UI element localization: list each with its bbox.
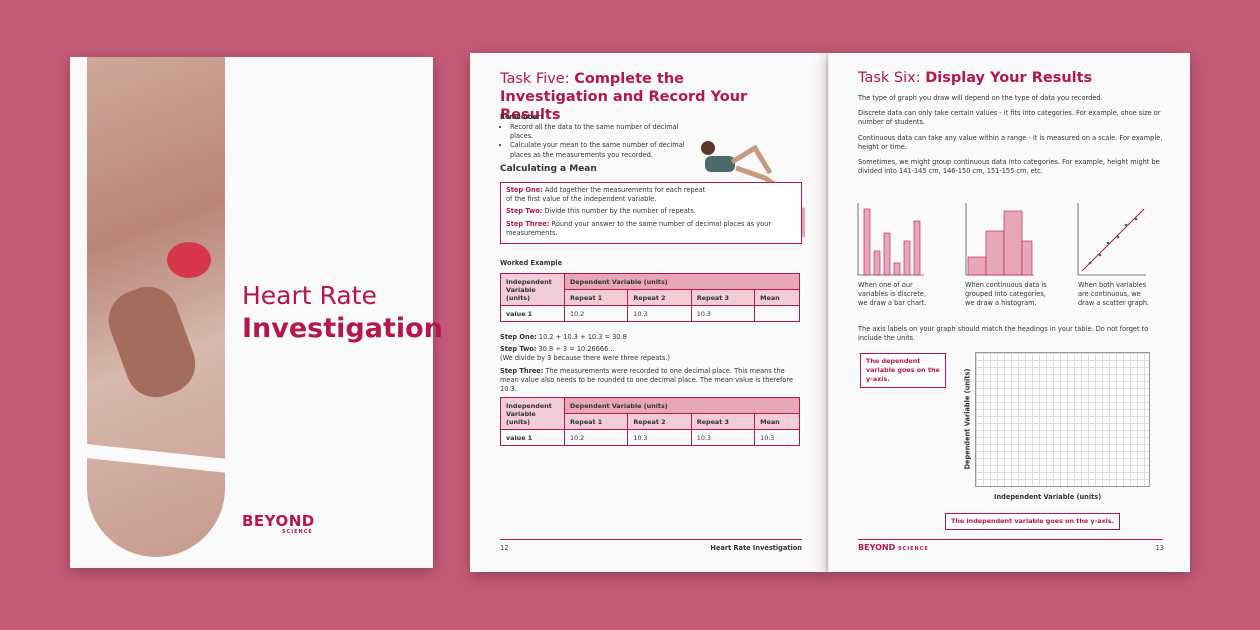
working: Step One: 10.2 + 10.3 + 10.3 = 30.8 Step…	[500, 333, 802, 394]
paragraph: Discrete data can only take certain valu…	[858, 109, 1161, 127]
logo-sub: SCIENCE	[282, 529, 313, 535]
step-text: Round your answer to the same number of …	[506, 219, 772, 237]
logo: BEYOND	[858, 543, 896, 552]
step-text: Add together the measurements for each r…	[506, 186, 706, 204]
heading: Task Six: Display Your Results	[858, 70, 1092, 86]
logo: BEYOND	[242, 512, 315, 530]
left-page: Task Five: Complete the Investigation an…	[470, 53, 828, 572]
bullets: Record all the data to the same number o…	[500, 123, 700, 160]
cell: 10.3	[690, 429, 756, 446]
caption: When both variables are continuous, we d…	[1078, 281, 1150, 308]
footer-logo: BEYOND SCIENCE	[858, 543, 929, 552]
cell	[754, 305, 800, 322]
paragraphs: The type of graph you draw will depend o…	[858, 94, 1163, 177]
step-label: Step Three:	[500, 366, 544, 375]
cover-title: Investigation	[242, 313, 443, 344]
caption: When one of our variables is discrete, w…	[858, 281, 927, 308]
heading-label: Task Six:	[858, 70, 921, 86]
cell: 10.3	[754, 429, 800, 446]
step-text: 10.2 + 10.3 + 10.3 = 30.8	[538, 333, 627, 341]
step-label: Step One:	[506, 186, 543, 194]
x-axis-label: Independent Variable (units)	[994, 493, 1102, 501]
cell: Repeat 3	[690, 413, 756, 430]
cell: 10.3	[627, 305, 692, 322]
step-text: The measurements were recorded to one de…	[500, 366, 794, 394]
step-label: Step Two:	[506, 207, 543, 216]
cell: Independent Variable (units)	[500, 397, 565, 430]
heading-label: Task Five:	[500, 71, 570, 87]
cover-photo	[87, 57, 225, 557]
cover-title: Heart Rate	[242, 281, 377, 310]
cell: value 1	[500, 429, 565, 446]
cell: Mean	[754, 413, 800, 430]
step-text: 30.8 ÷ 3 = 10.26666...	[538, 345, 615, 354]
callout: The dependent variable goes on the y-axi…	[860, 353, 946, 388]
cell: Mean	[754, 289, 800, 306]
cell: Dependent Variable (units)	[564, 397, 800, 414]
heading-text: Complete the Investigation and Record Yo…	[500, 71, 748, 124]
graph-grid	[975, 352, 1150, 487]
cell: Repeat 1	[563, 289, 629, 306]
steps-box: Step One: Add together the measurements …	[500, 182, 802, 244]
page-number: 13	[1155, 544, 1164, 552]
bullet: Record all the data to the same number o…	[510, 123, 700, 141]
worked-example: Worked Example	[500, 259, 563, 267]
step-label: Step Two:	[500, 345, 537, 354]
logo-sub: SCIENCE	[898, 546, 929, 552]
cover-stripe	[87, 443, 225, 475]
cell: 10.3	[627, 429, 692, 446]
step: Step One: Add together the measurements …	[506, 186, 706, 204]
working-note: (We divide by 3 because there were three…	[500, 354, 670, 363]
table: Independent Variable (units) Dependent Va…	[500, 397, 800, 446]
helmet	[167, 242, 211, 278]
page-number: 12	[500, 544, 509, 552]
step-label: Step One:	[500, 333, 537, 341]
section-title: Calculating a Mean	[500, 164, 597, 174]
cover: Heart Rate Investigation BEYOND SCIENCE	[70, 57, 443, 568]
cell: Dependent Variable (units)	[564, 273, 800, 290]
example-charts	[857, 203, 1146, 276]
heading: Task Five: Complete the Investigation an…	[500, 70, 790, 124]
table: Independent Variable (units) Dependent Va…	[500, 273, 800, 322]
spine	[826, 53, 830, 572]
cell: Repeat 2	[627, 413, 692, 430]
callout: The independent variable goes on the y-a…	[945, 513, 1121, 530]
footer-rule	[500, 539, 802, 540]
working-line: Step Two: 30.8 ÷ 3 = 10.26666...	[500, 345, 802, 354]
bullet: Calculate your mean to the same number o…	[510, 141, 700, 159]
cell: value 1	[500, 305, 565, 322]
cell: 10.3	[690, 305, 756, 322]
cell: Repeat 1	[563, 413, 629, 430]
cell: 10.2	[563, 429, 629, 446]
step-label: Step Three:	[506, 219, 550, 228]
paragraph: The type of graph you draw will depend o…	[858, 94, 1103, 102]
paragraph: Continuous data can take any value withi…	[858, 133, 1163, 151]
paragraph: Sometimes, we might group continuous dat…	[858, 158, 1160, 176]
heading-text: Display Your Results	[925, 70, 1093, 86]
y-axis-label: Dependent Variable (units)	[963, 368, 972, 470]
climber	[100, 278, 204, 406]
working-line: Step Three: The measurements were record…	[500, 367, 802, 395]
cell: Independent Variable (units)	[500, 273, 565, 306]
footer-title: Heart Rate Investigation	[710, 544, 802, 552]
cell: 10.2	[563, 305, 629, 322]
cell: Repeat 3	[690, 289, 756, 306]
footer-rule	[858, 539, 1163, 540]
right-page: Task Six: Display Your Results The type …	[828, 53, 1190, 572]
step: Step Two: Divide this number by the numb…	[506, 207, 796, 216]
step-text: Divide this number by the number of repe…	[544, 207, 696, 216]
caption: When continuous data is grouped into cat…	[965, 281, 1047, 308]
working-line: Step One: 10.2 + 10.3 + 10.3 = 30.8	[500, 333, 802, 342]
cell: Repeat 2	[627, 289, 692, 306]
paragraph: The axis labels on your graph should mat…	[858, 325, 1149, 343]
step: Step Three: Round your answer to the sam…	[506, 220, 796, 238]
remember: Remember:	[500, 113, 543, 121]
